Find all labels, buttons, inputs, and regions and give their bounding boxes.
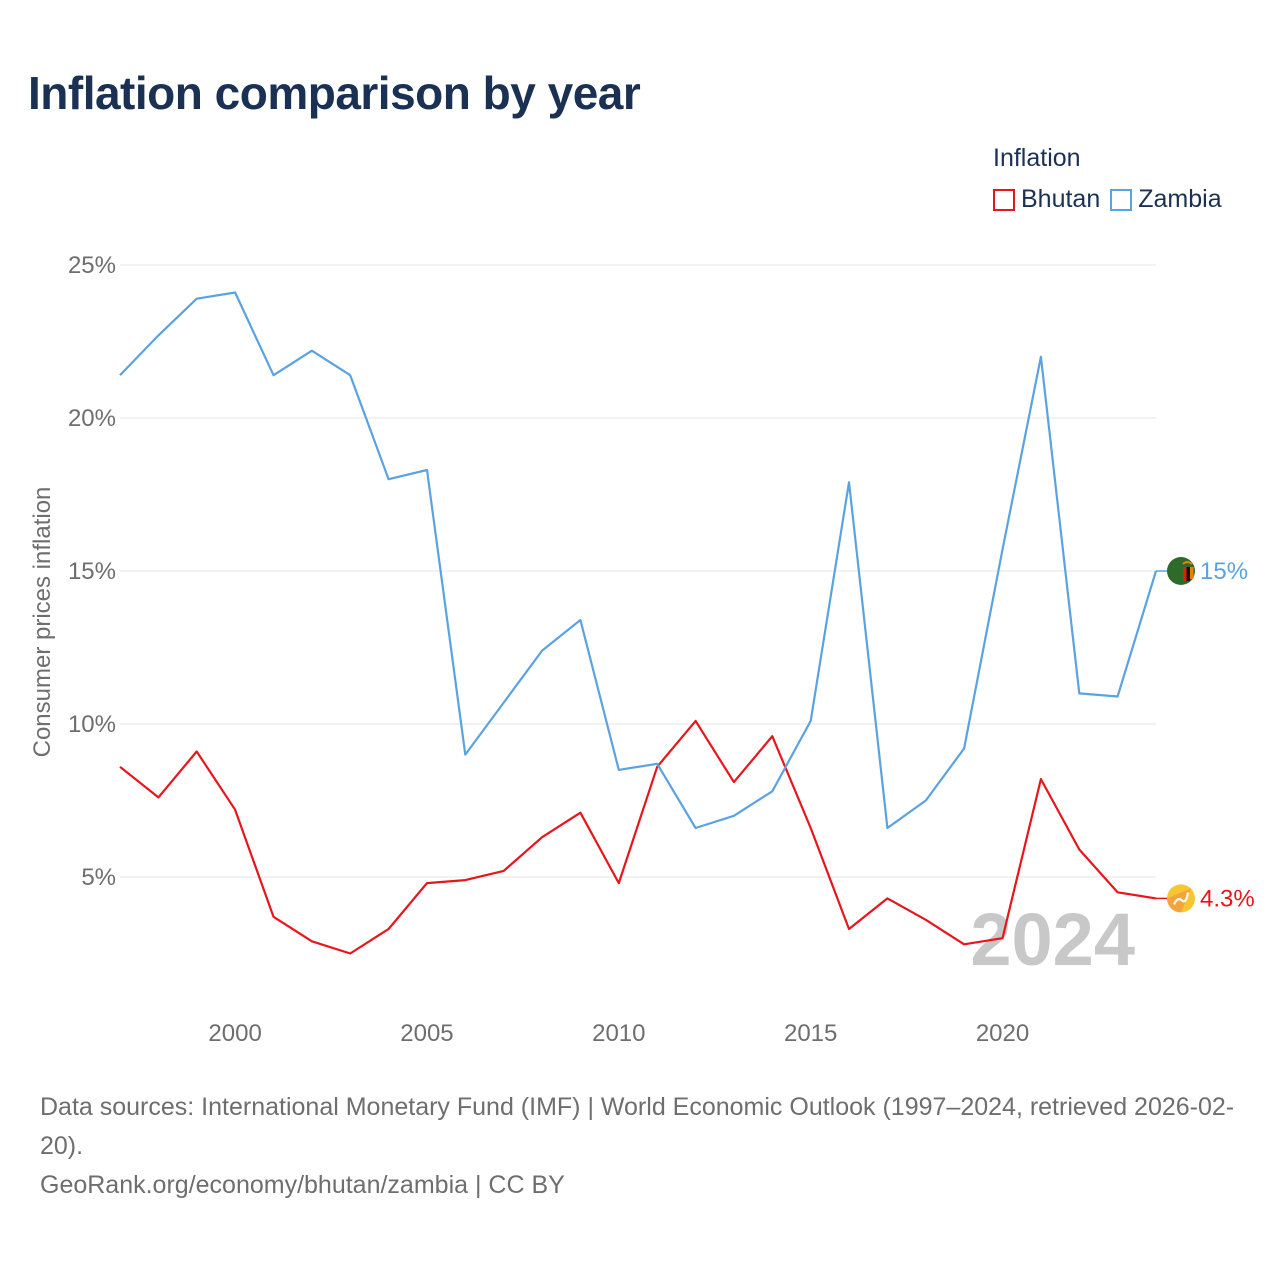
end-label-bhutan: 4.3% (1200, 885, 1255, 912)
line-chart: 5%10%15%20%25% 2000 2005 2010 2015 2020 2024… (29, 252, 1255, 1047)
y-axis-label: Consumer prices inflation (29, 487, 56, 758)
page-title: Inflation comparison by year (28, 67, 641, 119)
legend-item-bhutan[interactable]: Bhutan (993, 185, 1100, 214)
legend-label-zambia: Zambia (1138, 185, 1222, 213)
end-label-zambia: 15% (1200, 558, 1248, 585)
y-tick-label: 20% (68, 405, 116, 432)
legend-title: Inflation (993, 144, 1081, 172)
legend-swatch-bhutan (993, 188, 1015, 211)
x-tick-label: 2000 (208, 1020, 261, 1047)
footer-sources: Data sources: International Monetary Fun… (40, 1093, 1235, 1160)
series-line-bhutan[interactable] (119, 719, 1157, 955)
y-tick-label: 5% (81, 864, 116, 891)
footer-credit[interactable]: GeoRank.org/economy/bhutan/zambia | CC B… (40, 1171, 565, 1199)
y-tick-label: 25% (68, 252, 116, 279)
legend-label-bhutan: Bhutan (1021, 185, 1101, 213)
y-tick-label: 10% (68, 711, 116, 738)
x-tick-label: 2005 (400, 1020, 453, 1047)
zambia-flag-icon (1156, 557, 1195, 585)
legend: Bhutan Zambia (993, 185, 1222, 214)
x-tick-label: 2020 (976, 1020, 1029, 1047)
legend-swatch-zambia (1110, 188, 1133, 211)
bhutan-flag-icon (1156, 884, 1195, 913)
legend-item-zambia[interactable]: Zambia (1110, 185, 1222, 214)
x-tick-label: 2010 (592, 1020, 645, 1047)
footer: Data sources: International Monetary Fun… (40, 1088, 1250, 1205)
x-tick-label: 2015 (784, 1020, 837, 1047)
series-line-zambia[interactable] (119, 291, 1158, 830)
y-tick-label: 15% (68, 558, 116, 585)
